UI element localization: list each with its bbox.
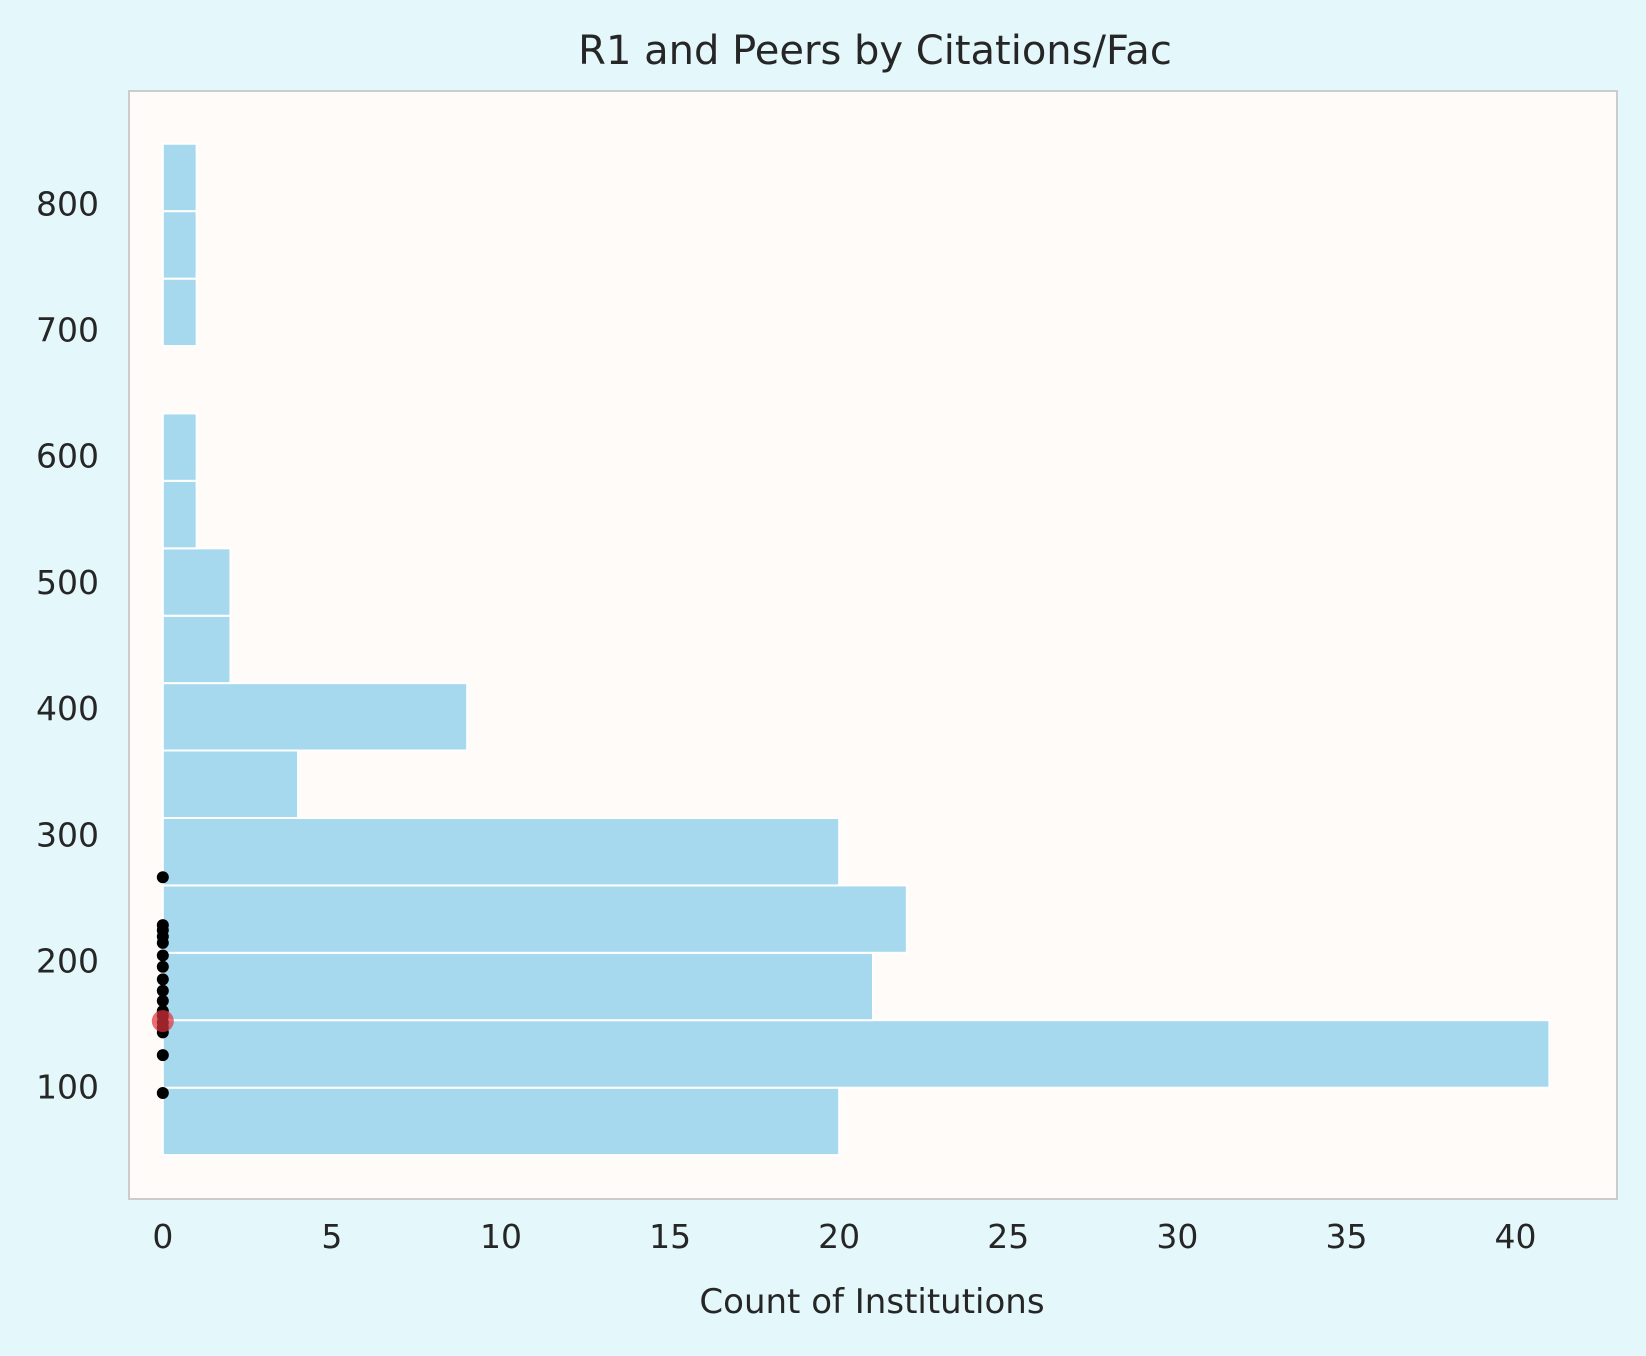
- data-point: [156, 960, 169, 973]
- y-tick-label: 700: [36, 311, 99, 350]
- y-tick-label: 300: [36, 815, 99, 854]
- histogram-bar: [161, 749, 300, 820]
- histogram-bar: [161, 142, 198, 213]
- histogram-bar: [161, 884, 908, 954]
- y-tick-label: 600: [36, 437, 99, 476]
- y-tick-label: 100: [36, 1068, 99, 1107]
- histogram-bar: [161, 682, 469, 752]
- x-tick-label: 35: [1325, 1217, 1367, 1256]
- histogram-bar: [161, 210, 198, 280]
- histogram-bar: [161, 614, 232, 685]
- x-tick-label: 15: [649, 1217, 691, 1256]
- histogram-bar: [161, 951, 874, 1022]
- y-tick-label: 500: [36, 563, 99, 602]
- y-tick-label: 200: [36, 941, 99, 980]
- y-tick-label: 400: [36, 689, 99, 728]
- data-point: [156, 949, 169, 962]
- x-tick-label: 25: [987, 1217, 1029, 1256]
- bars-group: [161, 142, 1551, 1157]
- points-group: [151, 871, 174, 1099]
- histogram-bar: [161, 1019, 1551, 1089]
- histogram-bar: [161, 547, 232, 617]
- histogram-bar: [161, 277, 198, 348]
- data-point: [156, 919, 169, 932]
- chart-title: R1 and Peers by Citations/Fac: [578, 28, 1172, 74]
- x-tick-labels: 0 5 10 15 20 25 30 35 40: [152, 1217, 1536, 1256]
- x-tick-label: 40: [1495, 1217, 1537, 1256]
- x-tick-label: 5: [321, 1217, 342, 1256]
- data-point: [156, 984, 169, 997]
- plot-frame: [128, 90, 1618, 1200]
- y-tick-labels: 100 200 300 400 500 600 700 800: [36, 184, 99, 1106]
- x-tick-label: 30: [1156, 1217, 1198, 1256]
- histogram-bar: [161, 479, 198, 550]
- histogram-bar: [161, 412, 198, 482]
- x-tick-label: 10: [480, 1217, 522, 1256]
- data-point: [156, 1049, 169, 1062]
- data-point: [156, 994, 169, 1007]
- histogram-bar: [161, 1086, 841, 1157]
- histogram-bar: [161, 817, 841, 887]
- x-axis-label: Count of Institutions: [699, 1282, 1044, 1322]
- data-point: [156, 1086, 169, 1099]
- highlight-point: [151, 1010, 174, 1033]
- data-point: [156, 973, 169, 986]
- x-tick-label: 20: [818, 1217, 860, 1256]
- data-point: [156, 871, 169, 884]
- x-tick-label: 0: [152, 1217, 173, 1256]
- y-tick-label: 800: [36, 184, 99, 223]
